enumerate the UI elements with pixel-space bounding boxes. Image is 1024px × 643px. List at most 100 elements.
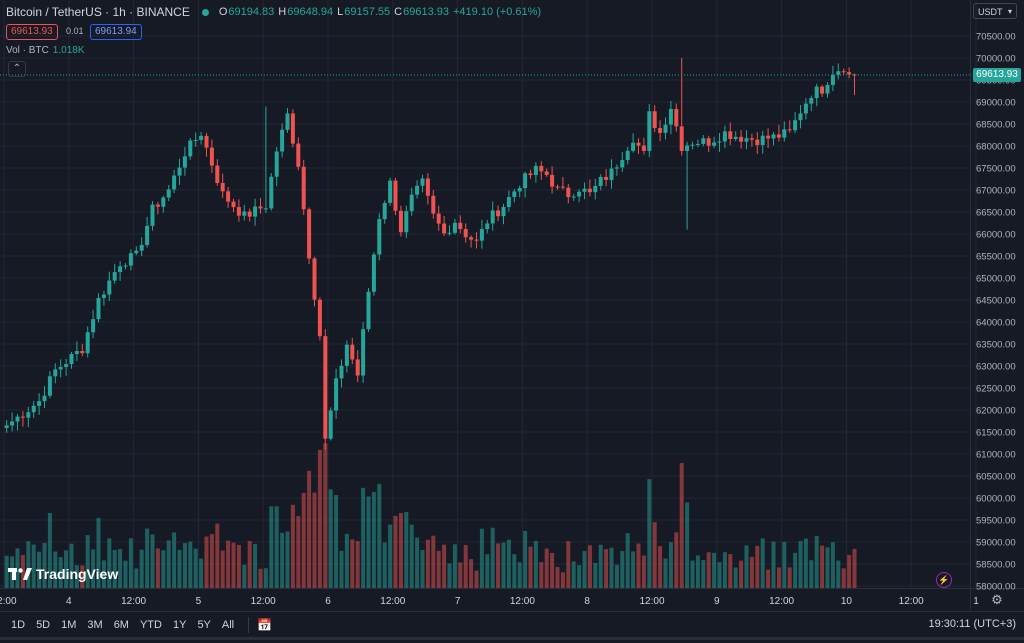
volume-bar	[771, 541, 776, 588]
candle-body	[679, 126, 684, 151]
volume-bar	[512, 554, 517, 588]
volume-bar	[577, 565, 582, 588]
range-ytd[interactable]: YTD	[139, 619, 162, 631]
candle-body	[307, 209, 312, 259]
volume-bar	[26, 541, 31, 588]
candle-body	[836, 71, 841, 75]
volume-bar	[452, 544, 457, 588]
change-value: +419.10 (+0.61%)	[453, 6, 542, 18]
range-1d[interactable]: 1D	[11, 619, 26, 631]
volume-bar	[820, 545, 825, 588]
candle-body	[112, 272, 117, 281]
clock-timezone[interactable]: 19:30:11 (UTC+3)	[928, 618, 1016, 630]
volume-bar	[31, 544, 36, 588]
volume-bar	[398, 513, 403, 588]
candle-body	[436, 213, 441, 224]
candle-body	[344, 344, 349, 366]
time-axis[interactable]: 12:00 4 12:00 5 12:00 6 12:00 7 12:00 8 12:00 9 12:0…	[0, 596, 979, 607]
price-tick-label: 66000.00	[976, 230, 1016, 241]
low-label: L	[337, 6, 344, 18]
candle-body	[501, 207, 506, 217]
range-5d[interactable]: 5D	[36, 619, 51, 631]
volume-legend[interactable]: Vol · BTC 1.018K	[6, 45, 85, 56]
volume-bar	[47, 512, 52, 588]
volume-bar	[53, 551, 58, 588]
candle-body	[317, 299, 322, 337]
currency-select[interactable]: USDT ▾	[973, 3, 1017, 19]
candle-body	[188, 140, 193, 157]
candle-body	[668, 108, 673, 125]
price-tick-label: 59000.00	[976, 538, 1016, 549]
volume-bar	[242, 564, 247, 588]
range-3m[interactable]: 3M	[87, 619, 103, 631]
volume-bar	[290, 504, 295, 588]
range-1y[interactable]: 1Y	[172, 619, 187, 631]
gear-icon[interactable]: ⚙	[991, 592, 1003, 607]
volume-bar	[328, 489, 333, 588]
price-tick-label: 63000.00	[976, 362, 1016, 373]
candle-body	[458, 222, 463, 230]
volume-bar	[199, 558, 204, 588]
volume-bar	[598, 544, 603, 588]
lightning-icon[interactable]: ⚡	[936, 572, 952, 588]
time-tick-label: 12:00	[639, 596, 664, 607]
range-6m[interactable]: 6M	[113, 619, 129, 631]
time-tick-label: 10	[841, 596, 853, 607]
candle-body	[771, 134, 776, 139]
volume-bar	[749, 556, 754, 588]
volume-bar	[58, 557, 63, 588]
range-5y[interactable]: 5Y	[197, 619, 211, 631]
candle-body	[485, 223, 490, 230]
volume-bar	[172, 532, 177, 588]
candle-body	[215, 165, 220, 183]
candle-body	[809, 98, 814, 104]
symbol-title[interactable]: Bitcoin / TetherUS · 1h · BINANCE	[6, 5, 190, 19]
candle-body	[820, 86, 825, 94]
price-tick-label: 68500.00	[976, 120, 1016, 131]
volume-bar	[150, 534, 155, 588]
volume-bar	[652, 522, 657, 588]
buy-button[interactable]: 69613.94	[90, 24, 142, 40]
candle-body	[631, 142, 636, 151]
candle-body	[269, 176, 274, 209]
time-tick-label: 8	[584, 596, 590, 607]
time-tick-label: 5	[196, 596, 202, 607]
chevron-up-icon[interactable]: ⌃	[8, 61, 26, 77]
volume-bar	[474, 570, 479, 588]
candle-body	[53, 369, 58, 377]
candle-body	[134, 250, 139, 254]
candle-body	[847, 72, 852, 75]
volume-bar	[74, 565, 79, 588]
tradingview-logo[interactable]: TradingView	[8, 566, 118, 582]
volume-bar	[350, 539, 355, 588]
candle-body	[334, 378, 339, 411]
high-label: H	[278, 6, 287, 18]
price-tick-label: 60500.00	[976, 472, 1016, 483]
volume-bar	[193, 548, 198, 588]
volume-bar	[744, 545, 749, 588]
candle-body	[544, 171, 549, 175]
candle-body	[577, 191, 582, 197]
chevron-down-icon: ▾	[1007, 7, 1012, 16]
range-all[interactable]: All	[221, 619, 235, 631]
price-axis[interactable]: 58000.00 58500.00 59000.00 59500.00 60000.00…	[976, 32, 1016, 593]
close-label: C	[394, 6, 403, 18]
volume-bar	[64, 550, 69, 588]
candle-body	[782, 129, 787, 138]
volume-bar	[442, 544, 447, 588]
price-tick-label: 70500.00	[976, 32, 1016, 43]
calendar-range-icon[interactable]: 📅	[257, 618, 273, 632]
candle-body	[442, 223, 447, 234]
volume-bar	[177, 549, 182, 588]
candle-body	[118, 266, 123, 273]
sell-button[interactable]: 69613.93	[6, 24, 58, 40]
volume-bar	[301, 492, 306, 588]
grid-lines	[0, 0, 977, 588]
candle-body	[393, 180, 398, 211]
candle-body	[560, 186, 565, 188]
range-1m[interactable]: 1M	[61, 619, 77, 631]
candle-body	[398, 210, 403, 233]
volume-bar	[280, 532, 285, 588]
